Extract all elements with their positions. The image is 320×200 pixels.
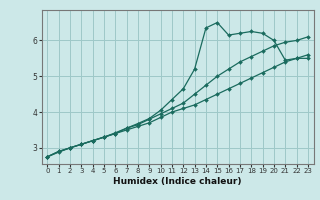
X-axis label: Humidex (Indice chaleur): Humidex (Indice chaleur): [113, 177, 242, 186]
